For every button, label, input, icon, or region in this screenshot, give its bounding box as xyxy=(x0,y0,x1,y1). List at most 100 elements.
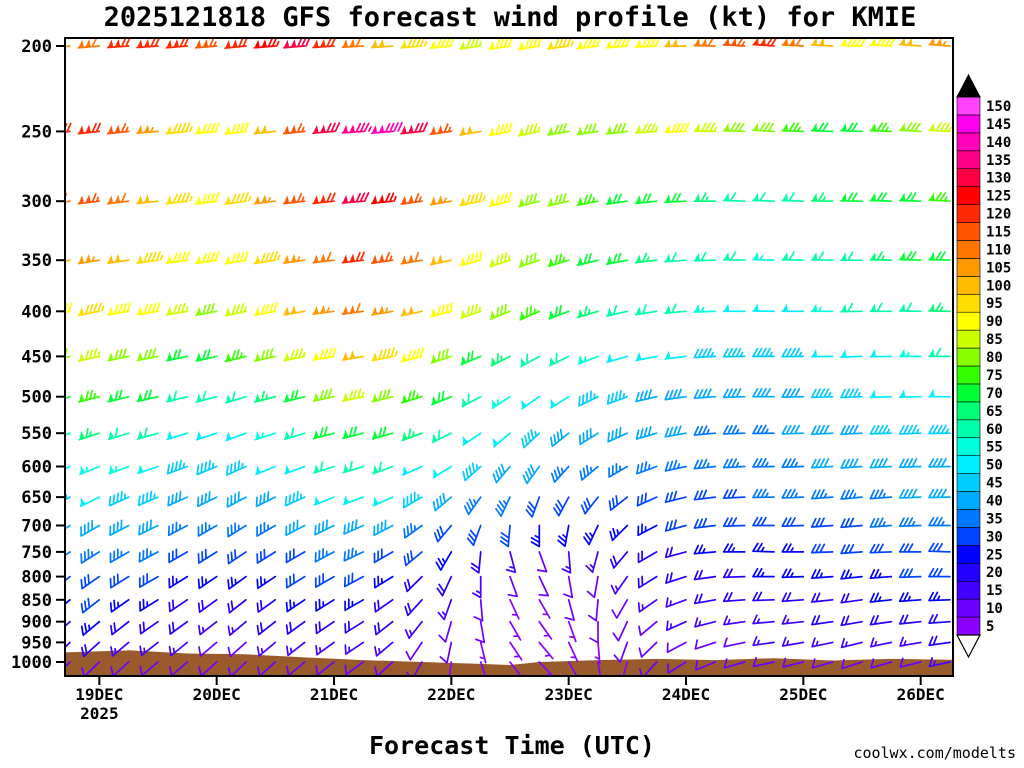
wind-barb xyxy=(341,39,365,48)
barb-staff xyxy=(371,251,394,264)
wind-barb xyxy=(605,193,629,205)
wind-barb xyxy=(195,430,218,441)
barb-staff xyxy=(66,620,71,627)
wind-barb xyxy=(840,122,863,133)
barb-pennant xyxy=(283,195,290,204)
barb-staff xyxy=(402,491,423,509)
wind-barb xyxy=(548,352,570,367)
barb-pennant xyxy=(665,194,671,203)
colorbar-segment xyxy=(956,168,981,187)
wind-barb xyxy=(198,620,218,636)
x-tick-label: 23DEC xyxy=(545,685,593,704)
wind-barb xyxy=(693,122,718,133)
barb-pennant xyxy=(107,39,114,48)
barb-pennant xyxy=(811,39,818,46)
barb-staff xyxy=(286,661,306,675)
barb-staff xyxy=(404,620,423,640)
barb-staff xyxy=(136,39,160,49)
barb-pennant xyxy=(342,254,348,263)
barb-staff xyxy=(374,620,394,636)
barb-staff xyxy=(404,598,423,617)
wind-barb xyxy=(136,302,161,316)
barb-pennant xyxy=(899,348,906,357)
barb-staff xyxy=(781,568,805,579)
barb-pennant xyxy=(166,352,173,361)
barb-staff xyxy=(840,569,863,580)
wind-barb xyxy=(430,348,453,364)
wind-barb xyxy=(108,464,130,475)
barb-staff xyxy=(227,575,247,590)
barb-pennant xyxy=(137,306,143,315)
barb-pennant xyxy=(313,39,319,48)
barb-staff xyxy=(618,661,629,675)
wind-barb xyxy=(609,551,629,569)
barb-staff xyxy=(664,252,687,263)
colorbar-top-arrow-icon xyxy=(956,73,981,98)
wind-barb xyxy=(196,459,218,476)
barb-pennant xyxy=(108,352,114,361)
barb-staff xyxy=(665,572,687,584)
wind-barb xyxy=(315,620,335,635)
wind-barb xyxy=(459,303,482,319)
barb-staff xyxy=(840,458,863,469)
wind-barb xyxy=(563,575,574,599)
barb-pennant xyxy=(635,254,642,263)
wind-barb xyxy=(605,39,631,49)
wind-barb xyxy=(224,349,247,363)
barb-staff xyxy=(312,347,337,361)
wind-barb xyxy=(898,568,922,579)
barb-staff xyxy=(576,123,599,136)
wind-barb xyxy=(227,641,247,658)
wind-barb xyxy=(80,548,101,564)
barb-staff xyxy=(693,458,717,470)
barb-staff xyxy=(606,389,629,405)
barb-staff xyxy=(430,302,454,318)
barb-pennant xyxy=(548,126,554,136)
barb-pennant xyxy=(372,352,378,361)
barb-staff xyxy=(723,658,746,669)
wind-barb xyxy=(589,620,599,644)
wind-barb xyxy=(283,305,306,316)
barb-staff xyxy=(462,462,482,482)
barb-staff xyxy=(198,620,218,636)
barb-staff xyxy=(107,259,130,264)
barb-staff xyxy=(66,259,71,262)
barb-staff xyxy=(634,39,660,48)
barb-staff xyxy=(870,658,893,669)
barb-pennant xyxy=(929,251,935,260)
barb-staff xyxy=(488,39,513,51)
barb-staff xyxy=(928,488,951,499)
colorbar-segment xyxy=(956,473,981,492)
wind-barb xyxy=(400,39,428,49)
barb-staff xyxy=(282,39,311,49)
barb-staff xyxy=(634,193,658,205)
wind-barb xyxy=(285,519,306,537)
wind-barb xyxy=(585,551,599,574)
wind-barb xyxy=(752,424,775,435)
wind-barb xyxy=(77,39,101,49)
wind-barb xyxy=(227,620,247,637)
barb-pennant xyxy=(79,430,85,440)
barb-staff xyxy=(107,302,132,316)
barb-staff xyxy=(752,542,775,553)
x-axis-year: 2025 xyxy=(80,704,119,723)
barb-pennant xyxy=(753,192,759,201)
wind-barb xyxy=(869,637,893,648)
barb-staff xyxy=(438,620,453,643)
barb-pennant xyxy=(665,253,671,262)
wind-barb xyxy=(664,252,687,263)
terrain-polygon xyxy=(66,650,952,675)
wind-barb xyxy=(256,548,277,564)
wind-barb xyxy=(722,39,746,47)
barb-staff xyxy=(781,636,805,647)
wind-barb xyxy=(781,458,805,469)
wind-barb xyxy=(165,39,189,49)
barb-staff xyxy=(664,122,690,133)
wind-barb xyxy=(841,658,863,670)
barb-staff xyxy=(403,523,423,539)
barb-staff xyxy=(781,488,805,499)
wind-barb xyxy=(81,661,101,675)
barb-staff xyxy=(373,598,394,613)
y-tick-label: 500 xyxy=(21,388,52,408)
barb-pennant xyxy=(166,39,172,48)
